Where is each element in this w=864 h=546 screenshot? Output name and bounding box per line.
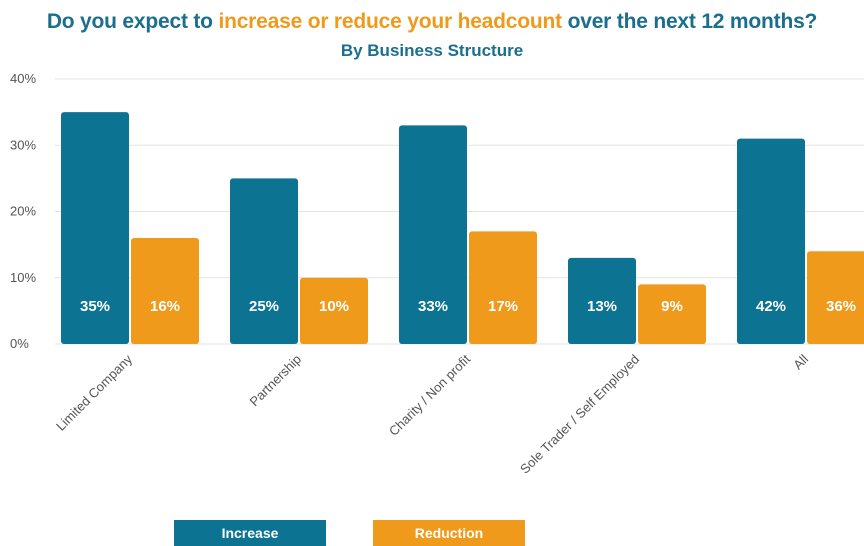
- category-label: Sole Trader / Self Employed: [517, 352, 642, 477]
- title-part-1: Do you expect to: [46, 10, 219, 33]
- bar-reduction: [807, 251, 864, 344]
- bars: 35% 16% 25% 10% 33% 17% 13% 9% 42% 36%: [61, 112, 864, 344]
- title-highlight: increase or reduce your headcount: [218, 10, 562, 33]
- chart-subtitle: By Business Structure: [340, 41, 524, 60]
- y-tick-label: 40%: [10, 71, 36, 86]
- bar-increase: [737, 138, 805, 344]
- bar-reduction: [469, 231, 537, 344]
- x-axis: Limited Company Partnership Charity / Non …: [53, 351, 811, 476]
- category-label: Partnership: [247, 352, 305, 410]
- data-label-increase: 33%: [418, 298, 448, 315]
- data-label-increase: 25%: [249, 298, 279, 315]
- y-tick-label: 0%: [10, 336, 29, 351]
- bar-increase: [399, 125, 467, 344]
- data-label-increase: 35%: [80, 298, 110, 315]
- category-label: Limited Company: [53, 351, 135, 433]
- legend-label-reduction: Reduction: [414, 525, 484, 541]
- data-label-increase: 42%: [756, 298, 786, 315]
- data-label-reduction: 36%: [826, 298, 856, 315]
- legend-label-increase: Increase: [221, 525, 279, 541]
- bar-reduction: [131, 238, 199, 344]
- chart-title: Do you expect to increase or reduce your…: [0, 10, 864, 34]
- bar-increase: [61, 112, 129, 344]
- legend-item-reduction: Reduction: [373, 520, 525, 546]
- data-label-increase: 13%: [587, 298, 617, 315]
- y-tick-label: 30%: [10, 137, 36, 152]
- data-label-reduction: 16%: [150, 298, 180, 315]
- title-part-2: over the next 12 months?: [561, 10, 818, 33]
- category-label: Charity / Non profit: [386, 351, 474, 439]
- bar-reduction: [300, 277, 368, 344]
- y-tick-label: 20%: [10, 204, 36, 219]
- y-axis: 0% 10% 20% 30% 40%: [10, 71, 36, 351]
- y-tick-label: 10%: [10, 270, 36, 285]
- bar-reduction: [638, 284, 706, 344]
- data-label-reduction: 17%: [488, 298, 518, 315]
- category-label: All: [790, 351, 811, 372]
- data-label-reduction: 9%: [661, 298, 683, 315]
- data-label-reduction: 10%: [319, 298, 349, 315]
- legend-item-increase: Increase: [174, 520, 326, 546]
- bar-increase: [230, 178, 298, 344]
- bar-increase: [568, 257, 636, 344]
